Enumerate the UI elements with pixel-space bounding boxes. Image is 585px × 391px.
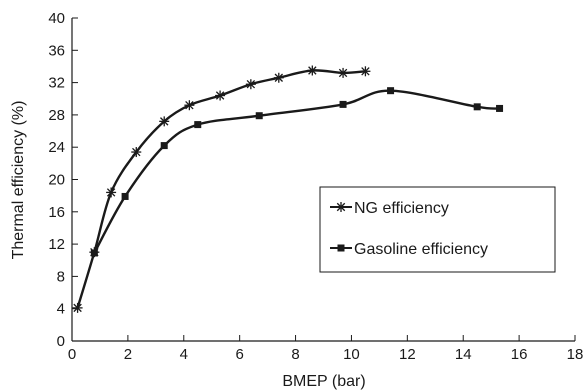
x-tick-label: 16 xyxy=(511,346,528,363)
y-tick-label: 40 xyxy=(48,10,65,27)
legend-label-gasoline: Gasoline efficiency xyxy=(354,241,488,258)
data-point-ng xyxy=(159,116,170,127)
data-point-ng xyxy=(131,147,142,158)
data-point-ng xyxy=(72,302,83,313)
data-point-gasoline xyxy=(194,121,202,129)
data-point-gasoline xyxy=(496,104,504,112)
y-axis-title: Thermal efficiency (%) xyxy=(10,101,27,260)
y-tick-label: 28 xyxy=(48,107,65,124)
axes xyxy=(71,18,575,342)
data-point-gasoline xyxy=(255,112,263,120)
x-tick-label: 2 xyxy=(124,346,132,363)
series-gasoline xyxy=(90,87,504,257)
data-point-gasoline xyxy=(387,87,395,95)
x-tick-label: 4 xyxy=(180,346,188,363)
data-point-ng xyxy=(360,66,371,77)
y-tick-label: 36 xyxy=(48,42,65,59)
series-layer xyxy=(72,65,504,313)
data-point-ng xyxy=(245,79,256,90)
data-point-gasoline xyxy=(473,103,481,111)
legend-marker-gasoline xyxy=(337,244,345,252)
legend-label-ng: NG efficiency xyxy=(354,200,449,217)
y-axis-ticks: 0 4 8 12 16 20 24 28 32 36 40 xyxy=(48,10,78,350)
data-point-ng xyxy=(338,67,349,78)
legend: NG efficiency Gasoline efficiency xyxy=(319,186,556,273)
legend-item-gasoline: Gasoline efficiency xyxy=(330,241,488,258)
data-point-gasoline xyxy=(160,142,168,150)
legend-item-ng: NG efficiency xyxy=(330,200,449,217)
y-tick-label: 32 xyxy=(48,75,65,92)
data-point-ng xyxy=(307,65,318,76)
x-tick-label: 18 xyxy=(567,346,584,363)
data-point-ng xyxy=(273,72,284,83)
x-tick-label: 12 xyxy=(399,346,416,363)
data-point-gasoline xyxy=(121,192,129,200)
y-tick-label: 8 xyxy=(57,268,65,285)
data-point-gasoline xyxy=(90,249,98,257)
x-tick-label: 10 xyxy=(343,346,360,363)
y-tick-label: 12 xyxy=(48,236,65,253)
x-tick-label: 8 xyxy=(291,346,299,363)
y-tick-label: 0 xyxy=(57,333,65,350)
legend-box xyxy=(319,186,556,273)
x-axis-title: BMEP (bar) xyxy=(282,373,365,390)
x-tick-label: 14 xyxy=(455,346,472,363)
data-point-ng xyxy=(184,100,195,111)
x-axis-ticks: 0 2 4 6 8 10 12 14 16 18 xyxy=(68,335,584,363)
x-tick-label: 6 xyxy=(235,346,243,363)
x-tick-label: 0 xyxy=(68,346,76,363)
data-point-ng xyxy=(215,90,226,101)
y-tick-label: 4 xyxy=(57,301,65,318)
data-point-gasoline xyxy=(339,100,347,108)
series-ng xyxy=(72,65,371,313)
y-tick-label: 24 xyxy=(48,139,65,156)
y-tick-label: 16 xyxy=(48,204,65,221)
y-tick-label: 20 xyxy=(48,172,65,189)
data-point-ng xyxy=(106,187,117,198)
legend-marker-ng xyxy=(336,202,346,212)
